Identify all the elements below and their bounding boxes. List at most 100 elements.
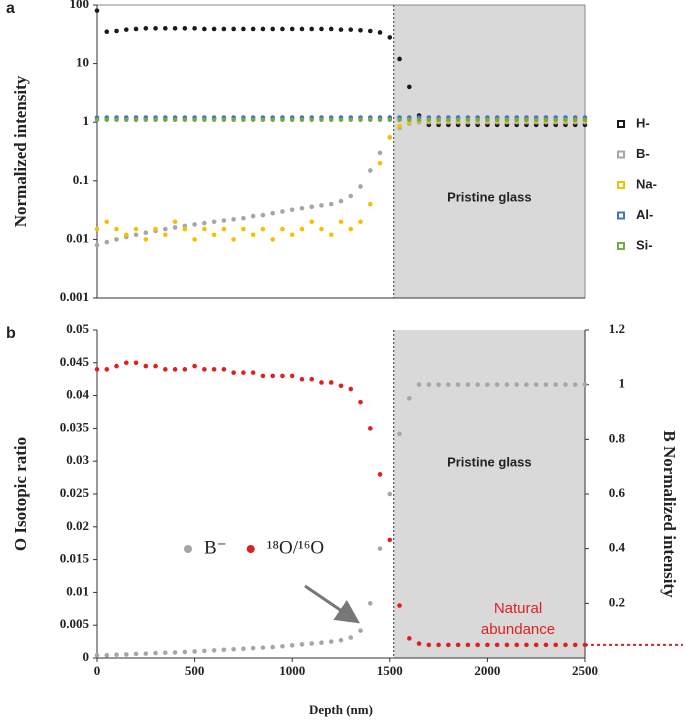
legend-marker [617,120,625,128]
y2-tick-label: 1.2 [609,321,625,336]
data-point [202,226,207,232]
data-point [241,117,246,123]
data-point [387,117,393,123]
data-point [163,26,168,31]
data-point [328,232,334,238]
data-point [163,367,168,372]
data-point [192,26,197,31]
data-point [543,117,549,123]
data-point [319,226,324,232]
data-point [133,651,139,657]
data-point [123,232,129,238]
x-tick-label: 2500 [572,663,598,678]
data-point [319,640,324,645]
data-point [504,117,510,123]
data-point [182,226,188,232]
data-point [289,26,295,32]
data-point [114,117,119,123]
data-point [163,117,168,123]
data-point [299,117,305,123]
data-point [407,117,412,123]
y2-tick-label: 0.4 [609,540,626,555]
y-tick-label: 0 [83,649,90,664]
data-point [328,201,334,207]
data-point [241,26,246,32]
y2-axis-label: B Normalized intensity [660,430,679,598]
data-point [338,117,344,123]
data-point [553,382,559,387]
y-tick-label: 0.045 [60,354,90,369]
data-point [123,27,129,32]
data-point [338,637,344,643]
data-point [250,645,256,651]
data-point [572,642,578,648]
data-point [309,641,315,646]
data-point [260,26,266,32]
data-point [533,117,539,123]
data-point [494,642,500,648]
data-point [143,26,149,31]
data-point [172,225,178,230]
data-point [563,117,568,123]
data-point [280,117,285,123]
y-tick-label: 0.001 [60,289,89,304]
data-point [143,117,149,123]
data-point [377,30,383,35]
data-point [114,652,119,658]
data-point [231,646,236,652]
data-point [387,491,393,497]
data-point [582,642,588,648]
data-point [231,237,236,242]
data-point [94,226,100,232]
y-axis-label: O Isotopic ratio [11,437,30,551]
y-axis-label: Normalized intensity [11,75,30,227]
data-point [572,117,578,123]
data-point [416,382,422,387]
data-point [211,117,217,123]
legend-marker [184,545,192,553]
data-point [504,382,510,387]
x-tick-label: 500 [185,663,205,678]
data-point [123,360,129,366]
data-point [280,643,285,649]
data-point [182,223,188,229]
data-point [192,117,197,123]
data-point [270,26,275,32]
data-point [114,363,119,369]
data-point [241,226,246,232]
data-point [143,651,149,656]
legend-label: B- [636,146,650,161]
data-point [514,642,519,648]
data-point [260,226,266,232]
data-point [250,213,256,219]
data-point [358,219,363,225]
data-point [416,641,422,646]
data-point [309,117,315,123]
data-point [367,201,373,207]
legend-marker [617,242,625,250]
data-point [465,642,471,648]
data-point [299,205,305,211]
arrow [304,584,360,624]
data-point [163,226,168,232]
data-point [280,373,285,379]
data-point [407,396,412,401]
data-point [133,117,139,123]
data-point [309,204,315,210]
data-point [289,373,295,379]
data-point [397,56,402,62]
data-point [358,184,363,189]
data-point [328,380,334,385]
data-point [367,28,373,34]
data-point [202,117,207,123]
legend-label: ¹⁸O/¹⁶O [267,537,324,558]
data-point [94,242,100,248]
x-tick-label: 2000 [474,663,500,678]
data-point [221,226,227,232]
data-point [289,643,295,648]
data-point [533,642,539,648]
data-point [319,380,324,385]
data-point [153,363,158,369]
data-point [328,26,334,32]
legend-label: Na- [636,176,657,191]
